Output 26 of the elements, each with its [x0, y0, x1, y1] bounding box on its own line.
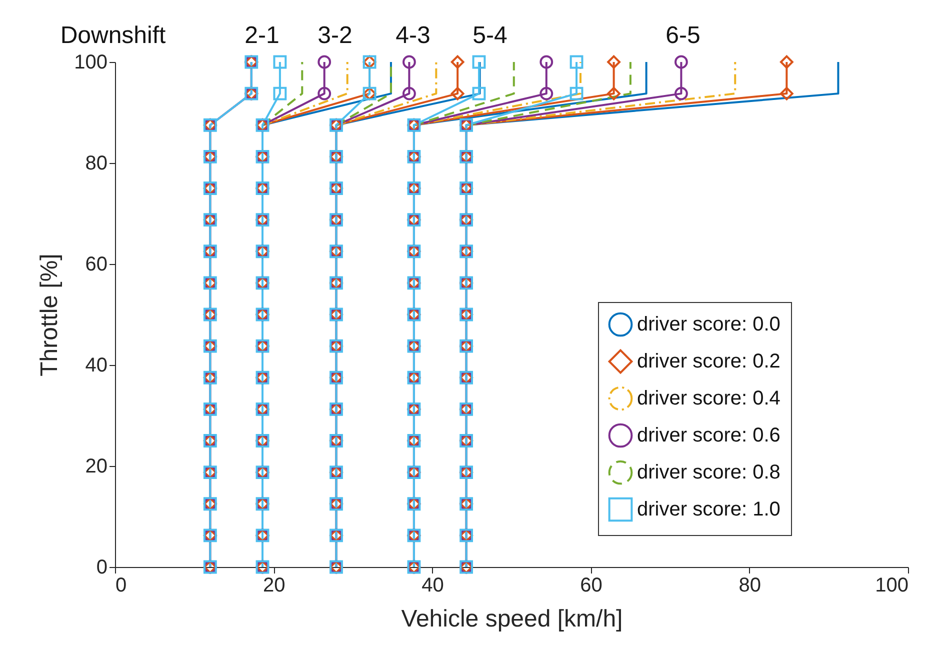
text: Downshift [60, 22, 166, 49]
y-tick-label: 0 [96, 556, 108, 578]
text: 2-1 [244, 22, 280, 49]
x-tick-label: 100 [875, 574, 908, 596]
y-tick-label: 60 [85, 254, 108, 276]
text: 5-4 [472, 22, 508, 49]
x-tick-label: 0 [116, 574, 127, 596]
text: 3-2 [318, 22, 352, 49]
text: 6-5 [666, 22, 700, 49]
legend-label: driver score: 0.0 [637, 314, 780, 336]
x-axis-title: Vehicle speed [km/h] [401, 606, 623, 632]
x-tick-label: 40 [422, 574, 444, 596]
legend-label: driver score: 0.6 [637, 424, 780, 446]
legend-label: driver score: 0.8 [637, 462, 780, 484]
x-tick-label: 80 [738, 574, 762, 596]
x-tick-label: 20 [262, 574, 286, 596]
y-axis-title: Throttle [%] [36, 254, 64, 376]
legend-label: driver score: 0.2 [637, 350, 780, 372]
legend-label: driver score: 1.0 [637, 498, 780, 520]
y-tick-label: 100 [74, 52, 108, 74]
y-tick-label: 40 [85, 354, 108, 376]
y-tick-label: 20 [85, 456, 108, 478]
x-tick-label: 60 [580, 574, 602, 596]
y-tick-label: 80 [85, 152, 108, 174]
legend-label: driver score: 0.4 [637, 388, 780, 410]
text: 4-3 [396, 22, 430, 49]
